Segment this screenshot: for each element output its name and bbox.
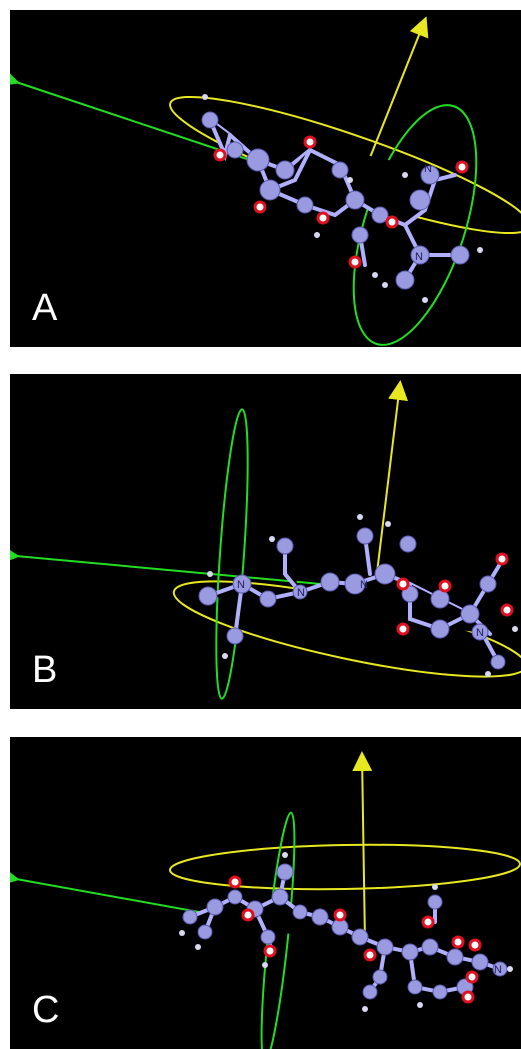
- green-axis-arrow: [10, 544, 376, 590]
- panel-label-a: A: [32, 287, 58, 329]
- yellow-axis-arrow: [374, 380, 408, 590]
- nitrogen-label: N: [415, 251, 423, 263]
- molecule-bonds: [206, 534, 502, 664]
- molecule-atoms: N N N N: [198, 514, 518, 677]
- nitrogen-label: N: [297, 587, 305, 599]
- molecule-view-c: N: [10, 751, 521, 1049]
- panel-label-c: C: [32, 989, 60, 1031]
- molecule-atoms: N: [179, 852, 513, 1012]
- nitrogen-label: N: [494, 964, 502, 976]
- nitrogen-label: N: [424, 163, 432, 175]
- yellow-axis-arrow: [352, 751, 373, 943]
- molecule-view-a: N N: [10, 16, 521, 346]
- green-orbit-ellipse: [215, 408, 249, 700]
- molecule-atoms: N N: [201, 94, 483, 303]
- panel-label-b: B: [32, 649, 58, 691]
- yellow-orbit-ellipse: [169, 843, 521, 891]
- nitrogen-label: N: [360, 579, 368, 591]
- nitrogen-label: N: [237, 579, 245, 591]
- nitrogen-label: N: [476, 627, 484, 639]
- panel-c: N C: [10, 737, 521, 1049]
- molecule-view-b: N N N N: [10, 380, 521, 700]
- panel-a: N N A: [10, 10, 521, 347]
- panel-b: N N N N B: [10, 374, 521, 709]
